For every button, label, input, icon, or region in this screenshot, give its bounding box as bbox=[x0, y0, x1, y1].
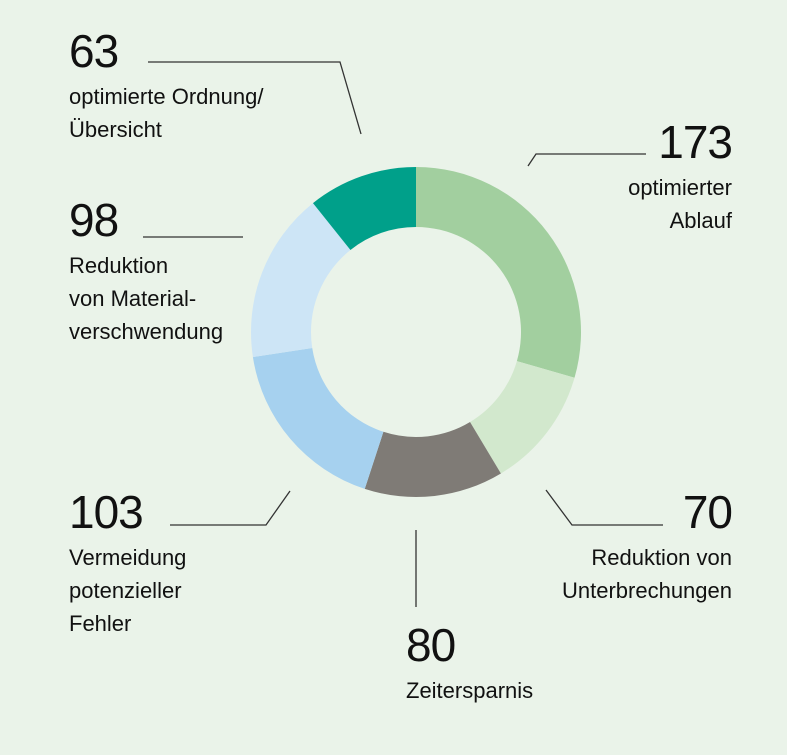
slice-label: Zeitersparnis bbox=[406, 678, 534, 703]
leader-line-optimierte-ordnung bbox=[148, 61, 362, 135]
slice-value: 98 bbox=[69, 194, 119, 246]
slice-label: Reduktion von Material- verschwendung bbox=[69, 253, 224, 344]
donut-slice-5 bbox=[312, 167, 416, 250]
donut-slice-2 bbox=[364, 422, 501, 498]
label-reduktion-unterbrechungen: 70 Reduktion von Unterbrechungen bbox=[561, 486, 733, 607]
label-zeitersparnis: 80 Zeitersparnis bbox=[406, 622, 533, 707]
slice-label: optimierter Ablauf bbox=[628, 175, 732, 233]
donut-slice-0 bbox=[416, 167, 582, 378]
leader-line-reduktion-unterbrechungen bbox=[545, 489, 663, 526]
slice-value: 80 bbox=[406, 619, 456, 671]
slice-label: Reduktion von Unterbrechungen bbox=[561, 545, 732, 603]
donut-slice-1 bbox=[470, 361, 575, 474]
donut-slices bbox=[251, 167, 582, 498]
donut-slice-4 bbox=[251, 203, 351, 358]
slice-value: 173 bbox=[658, 116, 733, 168]
label-optimierter-ablauf: 173 optimierter Ablauf bbox=[628, 116, 733, 237]
leader-lines bbox=[143, 61, 663, 607]
leader-line-vermeidung-fehler bbox=[170, 490, 291, 526]
label-reduktion-material: 98 Reduktion von Material- verschwendung bbox=[69, 197, 223, 348]
slice-value: 63 bbox=[69, 25, 119, 77]
slice-label: optimierte Ordnung/ Übersicht bbox=[69, 84, 264, 142]
slice-label: Vermeidung potenzieller Fehler bbox=[69, 545, 187, 636]
slice-value: 103 bbox=[69, 486, 144, 538]
label-optimierte-ordnung: 63 optimierte Ordnung/ Übersicht bbox=[69, 28, 263, 146]
slice-value: 70 bbox=[682, 486, 733, 538]
donut-slice-3 bbox=[252, 347, 384, 489]
leader-line-optimierter-ablauf bbox=[527, 153, 646, 167]
label-vermeidung-fehler: 103 Vermeidung potenzieller Fehler bbox=[69, 489, 186, 640]
